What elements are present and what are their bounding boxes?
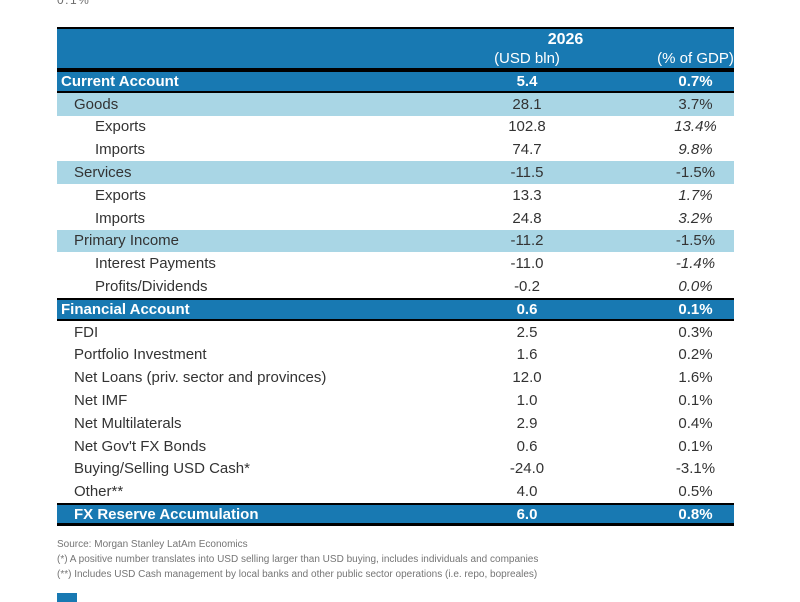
row-gdp-value: 0.1%	[678, 437, 713, 455]
row-gdp-value: -1.5%	[675, 232, 716, 250]
clipped-text-above-table: 0.1%	[57, 0, 177, 8]
row-usd-value: 12.0	[512, 369, 542, 387]
row-label: FX Reserve Accumulation	[74, 505, 259, 523]
row-usd-value: 13.3	[512, 186, 542, 204]
table-row: Net Multilaterals 2.9 0.4%	[57, 411, 734, 435]
table-row: Exports 13.3 1.7%	[57, 183, 734, 207]
row-gdp-value: 0.1%	[678, 300, 713, 318]
table-row: FX Reserve Accumulation 6.0 0.8%	[57, 503, 734, 526]
row-usd-value: 2.5	[516, 323, 538, 341]
row-label: Exports	[95, 186, 146, 204]
row-gdp-value: -1.5%	[675, 164, 716, 182]
balance-of-payments-table: 2026 (USD bln) (% of GDP) Current Accoun…	[57, 27, 734, 526]
row-gdp-value: 0.8%	[678, 505, 713, 523]
row-gdp-value: 3.2%	[678, 209, 713, 227]
footnote-1: (*) A positive number translates into US…	[57, 554, 539, 565]
row-label: Net Loans (priv. sector and provinces)	[74, 369, 327, 387]
row-label: Goods	[74, 95, 119, 113]
row-label: Buying/Selling USD Cash*	[74, 460, 250, 478]
table-row: Imports 74.7 9.8%	[57, 138, 734, 162]
row-label: Imports	[95, 209, 146, 227]
row-gdp-value: 0.4%	[678, 414, 713, 432]
row-usd-value: -11.0	[510, 255, 544, 273]
row-label: Portfolio Investment	[74, 346, 207, 364]
row-usd-value: 5.4	[516, 72, 538, 90]
row-gdp-value: 1.6%	[678, 369, 713, 387]
table-row: Current Account 5.4 0.7%	[57, 70, 734, 93]
column-header-row: (USD bln) (% of GDP)	[57, 49, 734, 68]
table-row: Interest Payments -11.0 -1.4%	[57, 252, 734, 276]
table-row: Net Gov't FX Bonds 0.6 0.1%	[57, 434, 734, 458]
table-row: Net Loans (priv. sector and provinces) 12…	[57, 366, 734, 390]
row-label: Net IMF	[74, 392, 128, 410]
row-label: Net Multilaterals	[74, 414, 182, 432]
row-usd-value: 1.0	[516, 392, 538, 410]
table-row: Financial Account 0.6 0.1%	[57, 297, 734, 321]
row-usd-value: 24.8	[512, 209, 542, 227]
row-label: Current Account	[61, 72, 179, 90]
row-gdp-value: 0.0%	[678, 278, 713, 296]
row-label: Services	[74, 164, 132, 182]
table-row: Imports 24.8 3.2%	[57, 206, 734, 230]
year-header-row: 2026	[57, 29, 734, 49]
row-usd-value: -11.5	[510, 164, 544, 182]
table-row: Exports 102.8 13.4%	[57, 115, 734, 139]
row-gdp-value: 0.5%	[678, 483, 713, 501]
row-gdp-value: 0.2%	[678, 346, 713, 364]
row-usd-value: 4.0	[516, 483, 538, 501]
row-gdp-value: 0.3%	[678, 323, 713, 341]
table-row: Net IMF 1.0 0.1%	[57, 389, 734, 412]
source-line: Source: Morgan Stanley LatAm Economics	[57, 539, 248, 550]
table-row: Portfolio Investment 1.6 0.2%	[57, 343, 734, 367]
table-row: FDI 2.5 0.3%	[57, 320, 734, 344]
row-usd-value: -24.0	[509, 460, 545, 478]
table-row: Other** 4.0 0.5%	[57, 480, 734, 504]
row-usd-value: -0.2	[514, 278, 540, 296]
table-row: Buying/Selling USD Cash* -24.0 -3.1%	[57, 457, 734, 481]
column-header-usd: (USD bln)	[494, 50, 560, 67]
footnote-2: (**) Includes USD Cash management by loc…	[57, 569, 538, 580]
row-usd-value: 2.9	[516, 414, 538, 432]
row-label: Profits/Dividends	[95, 278, 208, 296]
row-label: Interest Payments	[95, 255, 216, 273]
column-header-gdp: (% of GDP)	[657, 50, 734, 67]
table-row: Goods 28.1 3.7%	[57, 92, 734, 116]
row-label: Net Gov't FX Bonds	[74, 437, 207, 455]
table-header: 2026 (USD bln) (% of GDP)	[57, 27, 734, 70]
row-label: Exports	[95, 118, 146, 136]
table-body: Current Account 5.4 0.7% Goods 28.1 3.7% Expor…	[57, 70, 734, 526]
row-gdp-value: -1.4%	[675, 255, 716, 273]
row-gdp-value: 1.7%	[678, 186, 713, 204]
row-usd-value: 6.0	[516, 505, 538, 523]
row-label: Primary Income	[74, 232, 180, 250]
row-usd-value: 102.8	[508, 118, 546, 136]
row-usd-value: 74.7	[512, 141, 542, 159]
footnotes: Source: Morgan Stanley LatAm Economics (…	[57, 537, 538, 582]
year-header: 2026	[547, 31, 584, 48]
row-usd-value: 0.6	[516, 437, 538, 455]
row-usd-value: 28.1	[512, 95, 542, 113]
row-gdp-value: -3.1%	[675, 460, 716, 478]
next-element-edge	[57, 593, 77, 602]
clipped-text: 0.1%	[57, 0, 91, 7]
table-row: Services -11.5 -1.5%	[57, 161, 734, 184]
row-gdp-value: 0.7%	[678, 72, 713, 90]
row-usd-value: 0.6	[516, 300, 538, 318]
table-row: Profits/Dividends -0.2 0.0%	[57, 275, 734, 298]
row-gdp-value: 3.7%	[678, 95, 713, 113]
table-row: Primary Income -11.2 -1.5%	[57, 229, 734, 253]
row-label: Financial Account	[61, 300, 190, 318]
row-gdp-value: 0.1%	[678, 392, 713, 410]
row-label: Imports	[95, 141, 146, 159]
row-gdp-value: 9.8%	[678, 141, 713, 159]
row-label: Other**	[74, 483, 124, 501]
row-gdp-value: 13.4%	[674, 118, 717, 136]
row-usd-value: 1.6	[516, 346, 538, 364]
row-usd-value: -11.2	[510, 232, 544, 250]
row-label: FDI	[74, 323, 99, 341]
